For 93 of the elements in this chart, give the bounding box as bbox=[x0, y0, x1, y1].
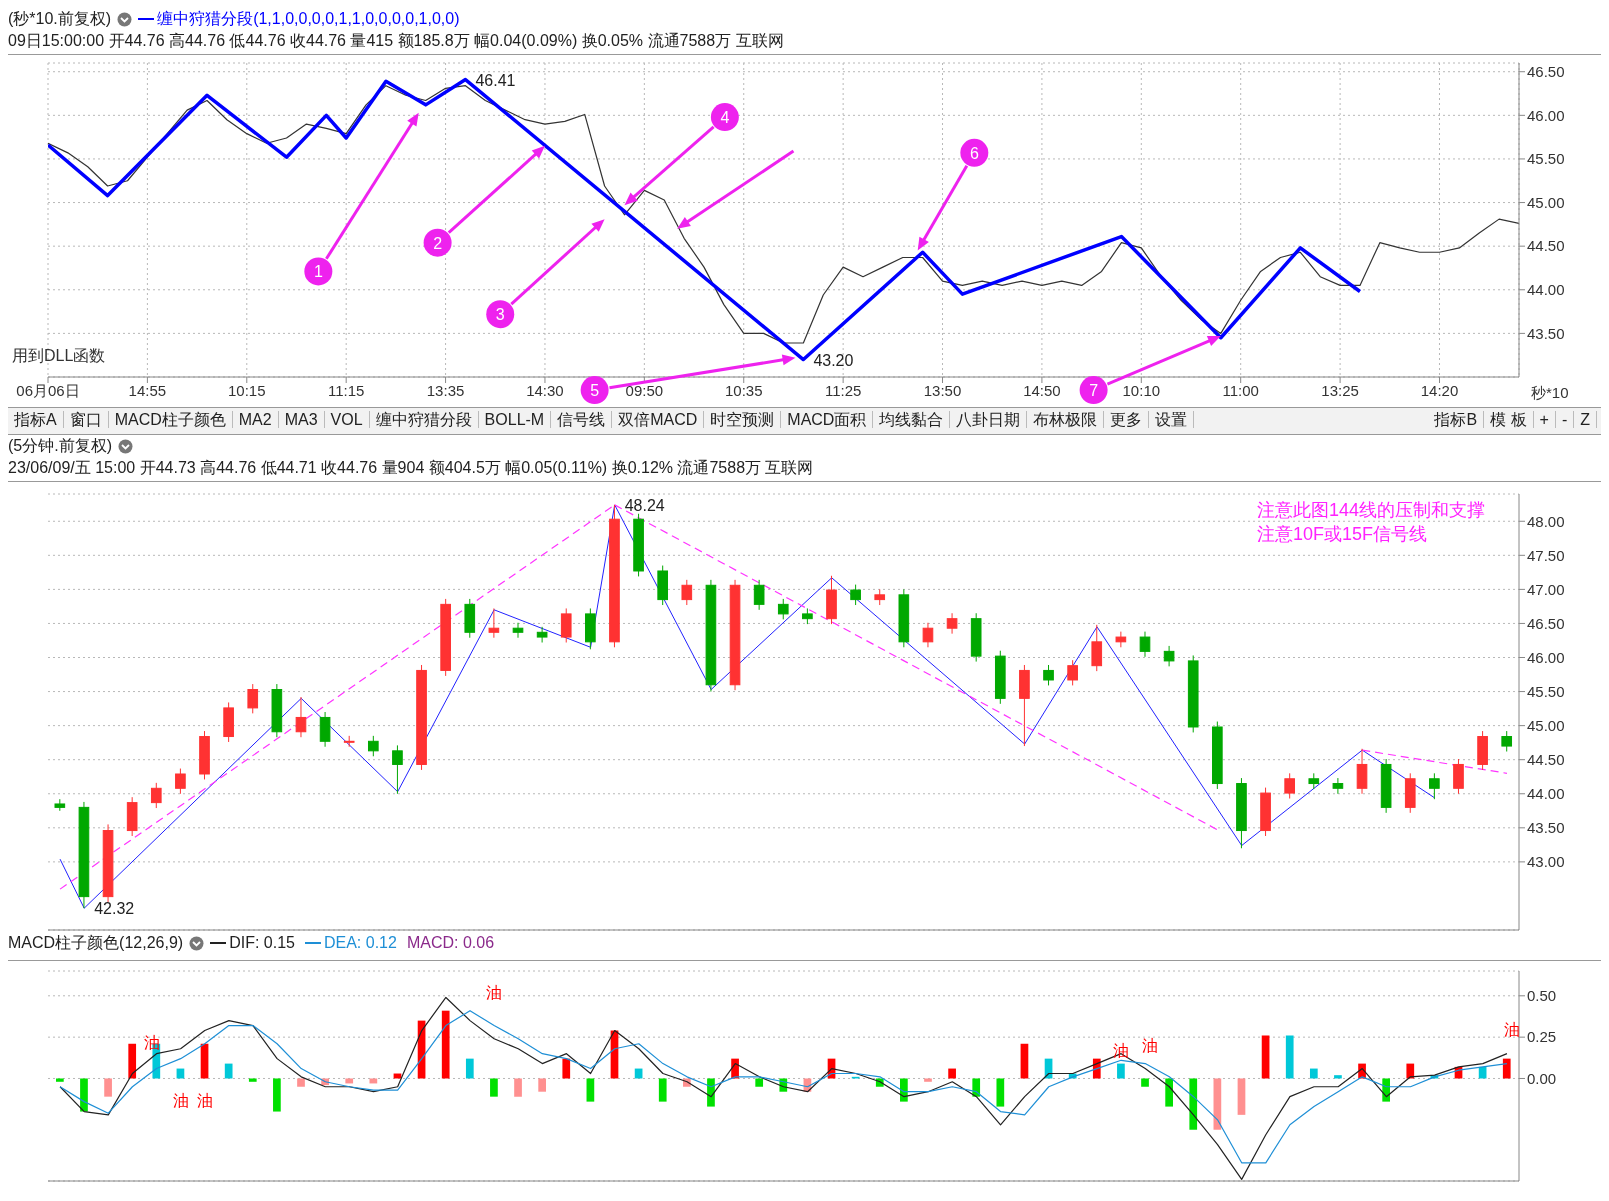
y-tick-label: 45.50 bbox=[1527, 150, 1565, 168]
y-tick-label: 46.00 bbox=[1527, 648, 1565, 666]
badge: 3 bbox=[486, 300, 515, 329]
annotation: 注意10F或15F信号线 bbox=[1257, 524, 1428, 544]
text: 双倍MACD bbox=[612, 411, 705, 428]
badge: 7 bbox=[1079, 376, 1108, 405]
text: MACD: 0.06 bbox=[406, 934, 495, 951]
text: 指标B bbox=[1428, 411, 1485, 428]
badge: 5 bbox=[580, 376, 609, 405]
annotation: 油 bbox=[486, 984, 503, 1002]
badge: 6 bbox=[960, 138, 989, 167]
annotation: 1 bbox=[313, 263, 323, 281]
annotation: 油 bbox=[196, 1091, 213, 1109]
text: MACD面积 bbox=[781, 411, 874, 428]
text: + bbox=[1533, 411, 1556, 428]
annotation: 46.41 bbox=[475, 71, 516, 89]
annotation: 42.32 bbox=[94, 900, 135, 918]
x-tick-label: 14:20 bbox=[1420, 381, 1459, 399]
annotation: 6 bbox=[969, 144, 979, 162]
annotation: 油 bbox=[1142, 1037, 1159, 1055]
y-tick-label: 44.50 bbox=[1527, 237, 1565, 255]
x-tick-label: 11:15 bbox=[327, 381, 365, 399]
text: Z bbox=[1574, 411, 1597, 428]
y-tick-label: 45.50 bbox=[1527, 682, 1565, 700]
x-tick-label: 13:35 bbox=[426, 381, 465, 399]
chart-subtitle: 23/06/09/五 15:00 开44.73 高44.76 低44.71 收44.76 量904 额404.5万 幅0.05(0.11%) 换0.12% 流通7588万 互联网 bbox=[8, 458, 815, 478]
y-tick-label: 44.00 bbox=[1527, 785, 1565, 803]
y-tick-label: 0.00 bbox=[1527, 1069, 1557, 1087]
text: 八卦日期 bbox=[950, 411, 1028, 428]
legend-label: DIF: 0.15 bbox=[228, 934, 295, 951]
text: 均线黏合 bbox=[873, 411, 951, 428]
x-tick-label: 14:55 bbox=[128, 381, 167, 399]
y-tick-label: 47.50 bbox=[1527, 546, 1565, 564]
y-tick-label: 44.50 bbox=[1527, 751, 1565, 769]
x-tick-label: 10:35 bbox=[724, 381, 763, 399]
text: 窗口 bbox=[63, 411, 109, 428]
annotation: 油 bbox=[172, 1091, 189, 1109]
annotation: 油 bbox=[143, 1034, 160, 1052]
text: MA3 bbox=[278, 411, 325, 428]
text: 布林极限 bbox=[1027, 411, 1105, 428]
x-tick-label: 11:00 bbox=[1222, 381, 1259, 399]
text: 信号线 bbox=[551, 411, 613, 428]
text: 指标A bbox=[8, 411, 64, 428]
x-tick-label: 09:50 bbox=[625, 381, 664, 399]
y-tick-label: 43.00 bbox=[1527, 853, 1565, 871]
annotation: 2 bbox=[433, 234, 443, 252]
x-tick-label: 10:10 bbox=[1122, 381, 1161, 399]
annotation: 油 bbox=[1503, 1020, 1520, 1038]
x-tick-label: 14:50 bbox=[1023, 381, 1061, 399]
chart-title: (秒*10.前复权) bbox=[8, 10, 112, 27]
text: 设置 bbox=[1149, 411, 1195, 428]
y-tick-label: 0.25 bbox=[1527, 1028, 1557, 1046]
annotation: 4 bbox=[720, 109, 730, 127]
text: MA2 bbox=[232, 411, 279, 428]
annotation: 注意此图144线的压制和支撑 bbox=[1257, 500, 1486, 520]
annotation: 3 bbox=[495, 306, 505, 324]
text: VOL bbox=[324, 411, 370, 428]
text: BOLL-M bbox=[478, 411, 552, 428]
badge: 4 bbox=[710, 103, 739, 132]
y-tick-label: 46.00 bbox=[1527, 106, 1565, 124]
y-tick-label: 45.00 bbox=[1527, 193, 1565, 211]
y-tick-label: 48.00 bbox=[1527, 512, 1565, 530]
y-tick-label: 43.50 bbox=[1527, 324, 1565, 342]
y-tick-label: 46.50 bbox=[1527, 63, 1565, 81]
x-tick-label: 13:25 bbox=[1321, 381, 1359, 399]
annotation: 用到DLL函数 bbox=[12, 347, 106, 364]
x-tick-label: 10:15 bbox=[228, 381, 266, 399]
text: MACD柱子颜色 bbox=[108, 411, 233, 428]
chart-subtitle: 09日15:00:00 开44.76 高44.76 低44.76 收44.76 量415 额185.8万 幅0.04(0.09%) 换0.05% 流通7588万 互联网 bbox=[8, 31, 785, 51]
y-tick-label: 46.50 bbox=[1527, 614, 1565, 632]
chart-title: MACD柱子颜色(12,26,9) bbox=[8, 934, 184, 951]
x-tick-label: 14:30 bbox=[526, 381, 564, 399]
text: 模 板 bbox=[1484, 411, 1534, 428]
x-tick-label: 11:25 bbox=[824, 381, 862, 399]
y-tick-label: 44.00 bbox=[1527, 281, 1565, 299]
badge: 2 bbox=[423, 228, 452, 257]
y-tick-label: 0.50 bbox=[1527, 987, 1557, 1005]
badge: 1 bbox=[304, 257, 333, 286]
legend-label: DEA: 0.12 bbox=[322, 934, 397, 951]
x-tick-label: 06月06日 bbox=[16, 381, 80, 399]
x-tick-label: 13:50 bbox=[923, 381, 962, 399]
text: 时空预测 bbox=[704, 411, 782, 428]
text: - bbox=[1555, 411, 1575, 428]
chart-title: (5分钟.前复权) bbox=[8, 437, 112, 454]
text: 缠中狩猎分段 bbox=[369, 411, 479, 428]
y-tick-label: 45.00 bbox=[1527, 716, 1565, 734]
y-tick-label: 47.00 bbox=[1527, 580, 1565, 598]
y-tick-label: 43.50 bbox=[1527, 819, 1565, 837]
annotation: 43.20 bbox=[813, 351, 854, 369]
annotation: 48.24 bbox=[624, 496, 665, 514]
text: 更多 bbox=[1104, 411, 1150, 428]
legend-label: 缠中狩猎分段(1,1,0,0,0,0,1,1,0,0,0,0,1,0,0) bbox=[156, 10, 460, 27]
text: 秒*10 bbox=[1531, 384, 1569, 401]
